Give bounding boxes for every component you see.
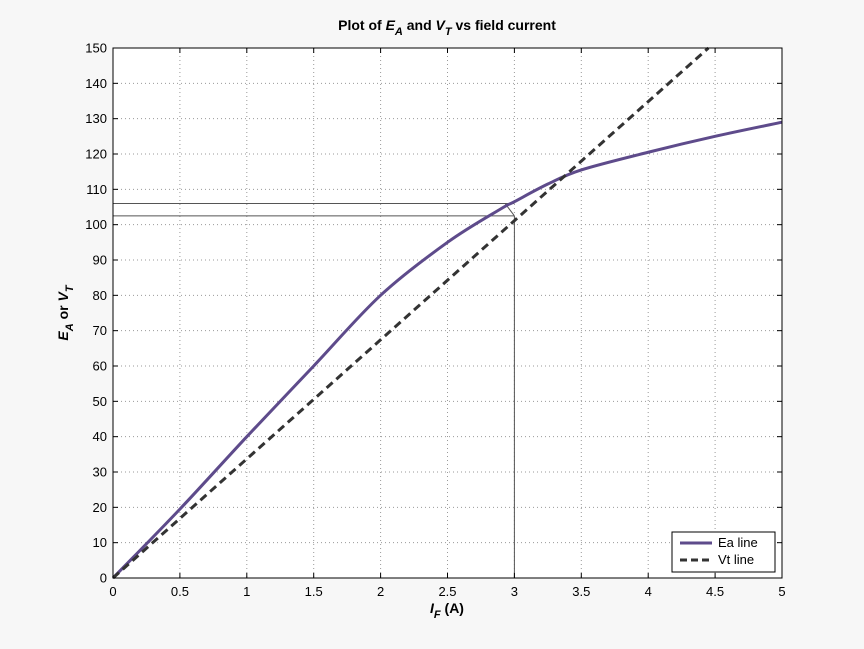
y-tick-label: 120 [85,147,107,162]
y-tick-label: 100 [85,217,107,232]
x-tick-label: 2 [377,584,384,599]
chart-title: Plot of EA and VT vs field current [338,17,556,38]
x-tick-label: 1.5 [305,584,323,599]
legend: Ea line Vt line [671,531,776,573]
x-tick-label: 5 [778,584,785,599]
x-tick-label: 0 [109,584,116,599]
vt-line [112,46,710,580]
x-tick-label: 0.5 [171,584,189,599]
y-tick-label: 40 [93,429,107,444]
legend-box [671,531,776,573]
y-tick-label: 130 [85,111,107,126]
legend-label-vt: Vt line [718,552,754,567]
y-tick-label: 50 [93,394,107,409]
y-tick-label: 70 [93,323,107,338]
y-tick-label: 0 [100,571,107,586]
annotation-lines [113,202,515,578]
y-tick-label: 90 [93,253,107,268]
x-tick-label: 2.5 [438,584,456,599]
y-axis-ticks: 0 10 20 30 40 50 60 70 80 90 100 110 120 130 140 150 [85,41,782,586]
y-tick-label: 60 [93,359,107,374]
y-tick-label: 110 [86,182,107,197]
y-axis-label: EA or VT [55,284,76,340]
series-lines [111,46,783,580]
y-tick-label: 140 [85,76,107,91]
y-tick-label: 30 [93,465,107,480]
x-tick-label: 3.5 [572,584,590,599]
y-tick-label: 20 [93,500,107,515]
x-tick-label: 1 [243,584,250,599]
legend-label-ea: Ea line [718,535,758,550]
x-axis-label: IF (A) [430,600,464,621]
x-tick-label: 3 [511,584,518,599]
ea-line [111,120,783,580]
x-axis-ticks: 0 0.5 1 1.5 2 2.5 3 3.5 4 4.5 5 [109,48,786,599]
y-tick-label: 150 [85,41,107,56]
y-tick-label: 80 [93,288,107,303]
y-tick-label: 10 [93,535,107,550]
x-tick-label: 4.5 [706,584,724,599]
x-tick-label: 4 [645,584,652,599]
